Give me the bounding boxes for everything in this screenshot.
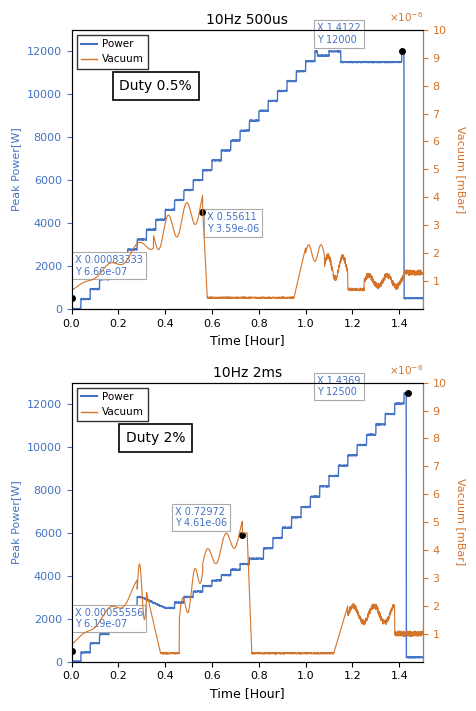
Y-axis label: Peak Power[W]: Peak Power[W]	[11, 480, 21, 564]
Text: X 1.4122
Y 12000: X 1.4122 Y 12000	[317, 23, 360, 45]
Text: X 0.00055556
Y 6.19e-07: X 0.00055556 Y 6.19e-07	[75, 608, 143, 629]
Y-axis label: Peak Power[W]: Peak Power[W]	[11, 127, 21, 211]
Title: 10Hz 500us: 10Hz 500us	[206, 14, 288, 27]
Text: X 0.72972
Y 4.61e-06: X 0.72972 Y 4.61e-06	[174, 507, 226, 528]
Legend: Power, Vacuum: Power, Vacuum	[77, 387, 148, 422]
Text: X 1.4369
Y 12500: X 1.4369 Y 12500	[317, 376, 360, 397]
Title: 10Hz 2ms: 10Hz 2ms	[212, 366, 281, 380]
Text: Duty 0.5%: Duty 0.5%	[119, 79, 192, 92]
Text: $\times10^{-6}$: $\times10^{-6}$	[387, 363, 422, 377]
X-axis label: Time [Hour]: Time [Hour]	[209, 334, 284, 347]
Text: Duty 2%: Duty 2%	[126, 432, 185, 445]
Text: X 0.55611
Y 3.59e-06: X 0.55611 Y 3.59e-06	[207, 212, 259, 234]
Legend: Power, Vacuum: Power, Vacuum	[77, 35, 148, 69]
Y-axis label: Vacuum [mBar]: Vacuum [mBar]	[455, 479, 465, 566]
Text: $\times10^{-6}$: $\times10^{-6}$	[387, 11, 422, 24]
X-axis label: Time [Hour]: Time [Hour]	[209, 687, 284, 700]
Y-axis label: Vacuum [mBar]: Vacuum [mBar]	[455, 126, 465, 213]
Text: X 0.00083333
Y 6.66e-07: X 0.00083333 Y 6.66e-07	[75, 255, 143, 277]
